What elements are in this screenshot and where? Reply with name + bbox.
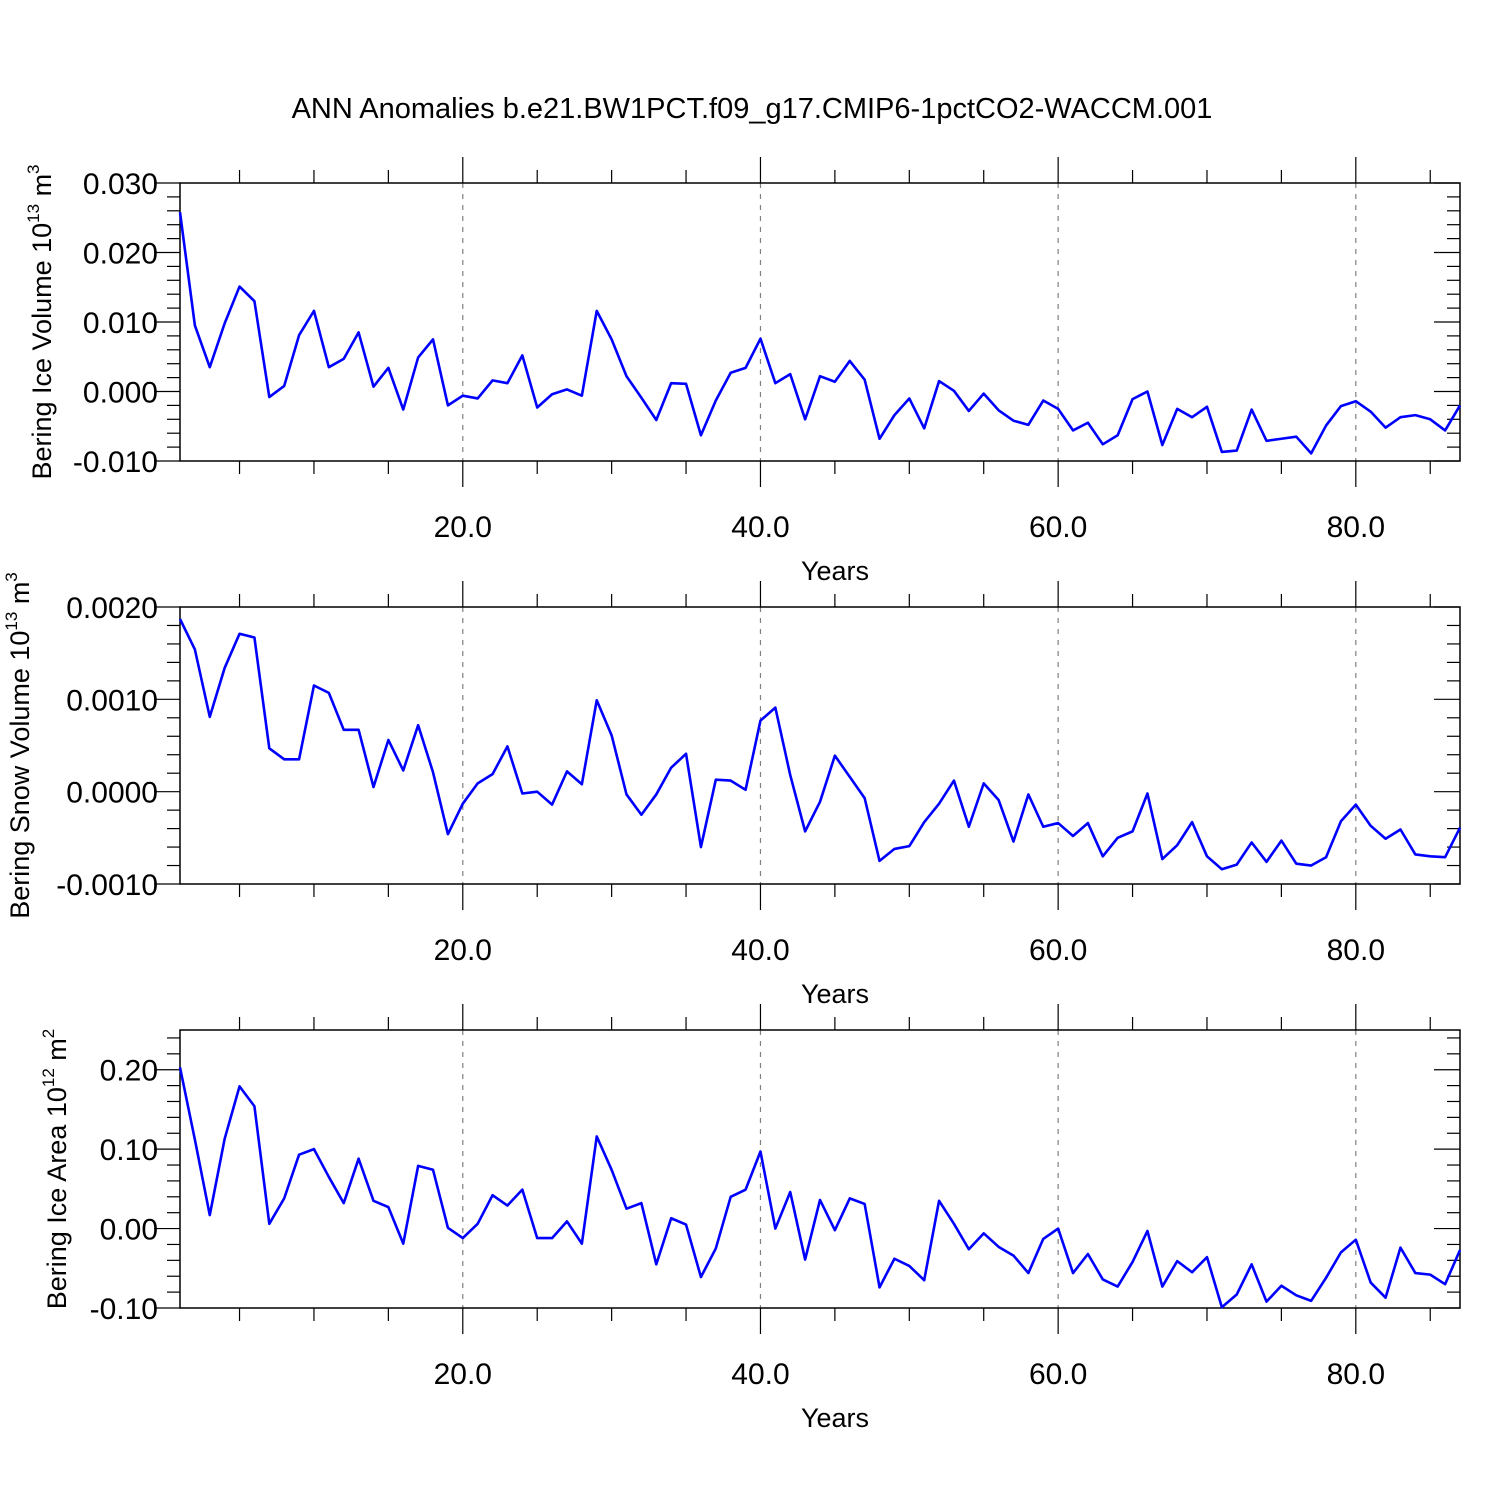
x-axis-title: Years [801,556,869,586]
x-tick-label: 40.0 [731,934,789,967]
y-tick-label: 0.20 [100,1055,158,1088]
x-tick-label: 80.0 [1327,1358,1385,1391]
series-line [178,618,1462,871]
x-tick-label: 40.0 [731,511,789,544]
series-line [178,1067,1462,1309]
x-tick-label: 20.0 [434,511,492,544]
panel-1: 20.0 40.0 60.0 80.0 -0.010 0.000 0.010 0.020 0.0… [24,157,1462,586]
chart-title: ANN Anomalies b.e21.BW1PCT.f09_g17.CMIP6… [292,93,1213,125]
y-tick-label: -0.0010 [56,869,158,902]
y-tick-label: 0.010 [83,307,158,340]
x-tick-label: 60.0 [1029,934,1087,967]
y-tick-label: 0.030 [83,168,158,201]
panels: 20.0 40.0 60.0 80.0 -0.010 0.000 0.010 0.020 0.0… [2,157,1462,1433]
y-tick-label: -0.10 [90,1293,158,1326]
y-tick-label: 0.0020 [66,592,158,625]
x-axis-title: Years [801,1403,869,1433]
y-axis-title-part: Bering Ice Volume 10 [27,223,57,480]
x-tick-label: 20.0 [434,934,492,967]
y-tick-label: 0.00 [100,1214,158,1247]
y-axis-title-part: m [42,1038,72,1068]
panel-3: 20.0 40.0 60.0 80.0 -0.10 0.00 0.10 0.20 Years Be… [39,1004,1462,1433]
x-axis-title: Years [801,979,869,1009]
plot-frame [179,606,1461,885]
y-axis-title-part: Bering Snow Volume 10 [5,631,35,919]
series-line [178,212,1462,455]
y-axis-title-part: m [27,174,57,204]
y-axis-title: Bering Ice Area 1012 m2 [39,1029,72,1310]
plot-frame [179,182,1461,462]
y-axis-title-part: m [5,582,35,612]
x-tick-label: 40.0 [731,1358,789,1391]
y-axis-title: Bering Snow Volume 1013 m3 [2,572,35,919]
plot-frame [179,1029,1461,1309]
x-tick-label: 20.0 [434,1358,492,1391]
y-axis-title-superscript: 12 [39,1068,58,1087]
y-axis-title-superscript: 3 [24,164,43,173]
x-tick-label: 80.0 [1327,511,1385,544]
y-axis-title-superscript: 2 [39,1029,58,1038]
x-tick-label: 80.0 [1327,934,1385,967]
y-tick-label: 0.0000 [66,777,158,810]
y-axis-title-superscript: 13 [24,204,43,223]
y-tick-label: 0.10 [100,1134,158,1167]
y-tick-label: 0.020 [83,238,158,271]
y-axis-title-part: Bering Ice Area 10 [42,1087,72,1309]
panel-2: 20.0 40.0 60.0 80.0 -0.0010 0.0000 0.0010 0.002… [2,572,1462,1009]
y-axis-title-superscript: 13 [2,612,21,631]
y-tick-label: 0.000 [83,377,158,410]
y-axis-title-superscript: 3 [2,572,21,581]
y-axis-title: Bering Ice Volume 1013 m3 [24,164,57,479]
y-tick-label: 0.0010 [66,684,158,717]
x-tick-label: 60.0 [1029,1358,1087,1391]
x-tick-label: 60.0 [1029,511,1087,544]
y-tick-label: -0.010 [73,446,158,479]
